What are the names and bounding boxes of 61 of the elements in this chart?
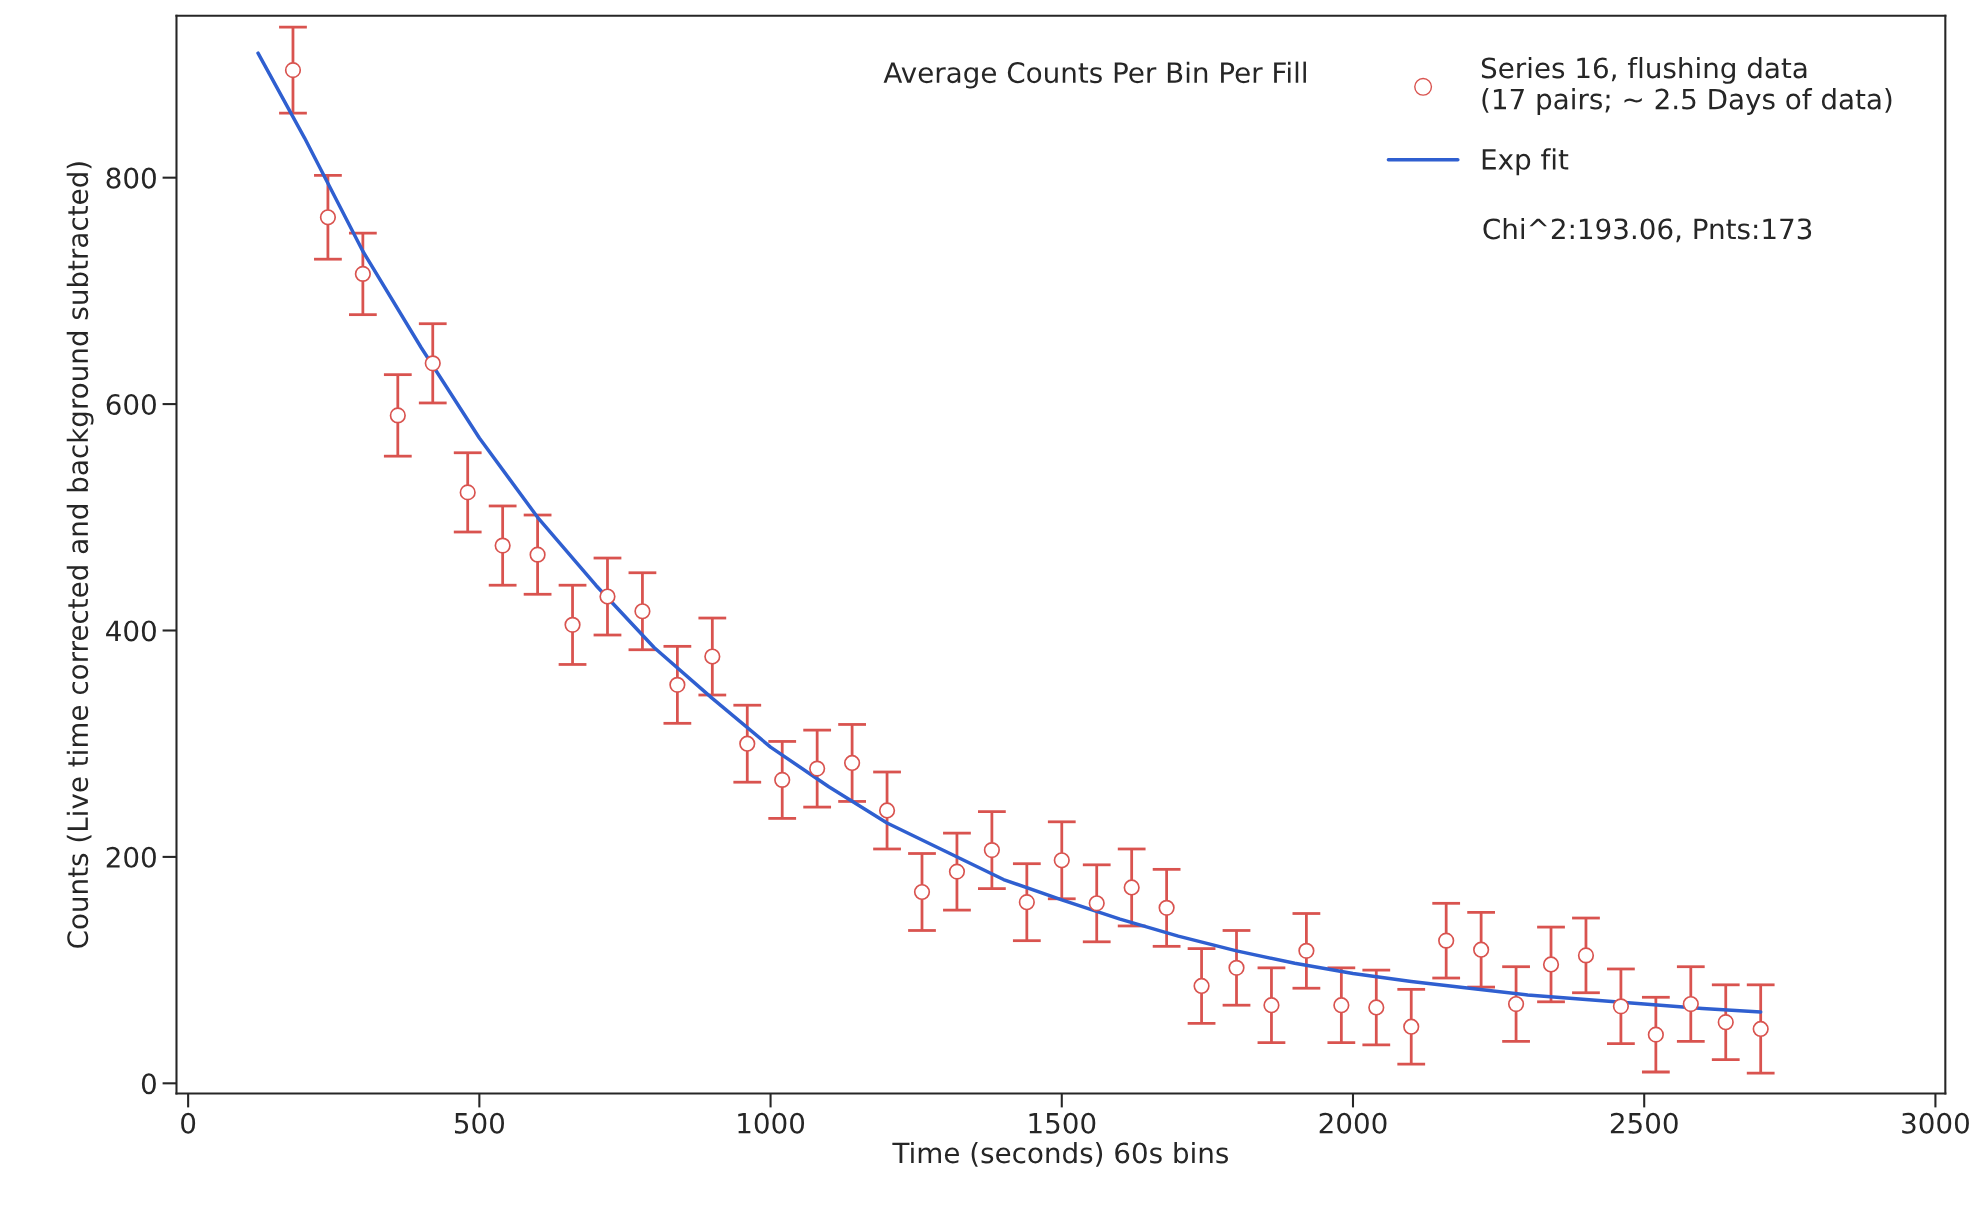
y-tick-label: 200 bbox=[106, 846, 156, 868]
point bbox=[389, 407, 406, 424]
y-tick-label: 0 bbox=[141, 1073, 156, 1095]
legend-title: Average Counts Per Bin Per Fill bbox=[883, 61, 1306, 89]
point bbox=[424, 355, 441, 372]
point bbox=[1682, 995, 1699, 1013]
point bbox=[599, 588, 616, 605]
point bbox=[1507, 995, 1525, 1013]
point bbox=[1612, 998, 1630, 1015]
point bbox=[739, 735, 756, 752]
x-tick-label: 2500 bbox=[1610, 1112, 1678, 1134]
point bbox=[1018, 894, 1035, 911]
point bbox=[564, 616, 581, 633]
point bbox=[878, 802, 896, 819]
point bbox=[1473, 941, 1490, 958]
point bbox=[774, 771, 791, 789]
point bbox=[1263, 997, 1280, 1014]
x-tick-label: 1500 bbox=[1029, 1112, 1096, 1134]
y-tick-label: 400 bbox=[106, 620, 156, 642]
point bbox=[1368, 999, 1385, 1016]
point bbox=[1193, 977, 1210, 995]
x-tick-label: 500 bbox=[454, 1112, 505, 1134]
point bbox=[1717, 1014, 1734, 1031]
point bbox=[354, 265, 371, 283]
point bbox=[1542, 956, 1560, 973]
point bbox=[459, 484, 476, 501]
y-tick-label: 600 bbox=[106, 394, 156, 416]
point bbox=[1123, 879, 1140, 896]
point bbox=[1438, 932, 1455, 949]
x-tick-label: 2000 bbox=[1319, 1112, 1387, 1134]
point bbox=[1333, 997, 1350, 1014]
point bbox=[1403, 1018, 1420, 1035]
point bbox=[913, 883, 931, 901]
x-tick-label: 1000 bbox=[738, 1112, 805, 1134]
point bbox=[1577, 947, 1595, 964]
point bbox=[1088, 895, 1105, 912]
point bbox=[948, 863, 966, 880]
point bbox=[1228, 959, 1245, 976]
point bbox=[669, 676, 686, 693]
point bbox=[1647, 1026, 1664, 1043]
point bbox=[494, 537, 511, 554]
point bbox=[1053, 852, 1070, 869]
point bbox=[634, 603, 651, 620]
point bbox=[809, 760, 826, 777]
point bbox=[319, 209, 337, 226]
legend-label: Exp fit bbox=[1482, 148, 1569, 176]
y-axis-title: Counts (Live time corrected and background subtracted) bbox=[66, 162, 94, 948]
y-tick-label: 800 bbox=[106, 167, 156, 189]
point bbox=[284, 62, 302, 79]
point bbox=[1752, 1020, 1769, 1038]
point bbox=[983, 841, 1001, 859]
x-tick-label: 3000 bbox=[1902, 1112, 1969, 1134]
legend-label: Series 16, flushing data (17 pairs; ~ 2.5 Days of data) bbox=[1481, 56, 1892, 115]
point bbox=[529, 546, 546, 563]
point bbox=[843, 754, 861, 772]
annotation: Chi^2:193.06, Pnts:173 bbox=[1483, 217, 1812, 243]
x-tick-label: 0 bbox=[181, 1112, 196, 1134]
point bbox=[704, 648, 721, 665]
point bbox=[1298, 942, 1315, 959]
point bbox=[1158, 899, 1175, 916]
x-axis-title: Time (seconds) 60s bins bbox=[892, 1141, 1229, 1167]
